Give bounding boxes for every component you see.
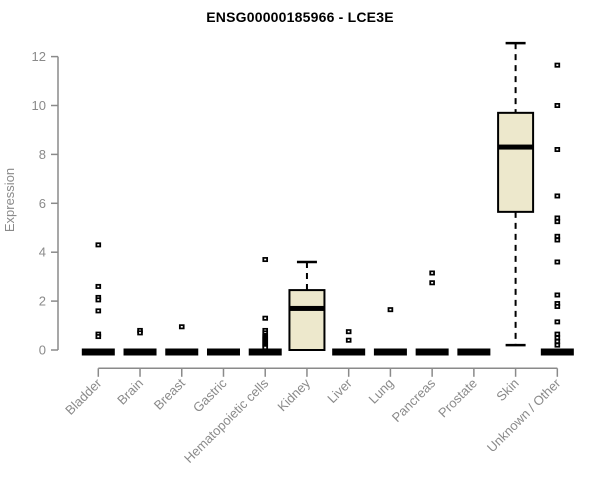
collapsed-box	[123, 348, 157, 356]
y-axis-title: Expression	[2, 168, 17, 232]
boxplot-kidney	[288, 260, 326, 352]
x-tick-label-liver: Liver	[324, 375, 355, 406]
y-tick-label: 12	[32, 49, 46, 64]
x-tick-label-skin: Skin	[493, 376, 521, 404]
median-line	[498, 144, 534, 150]
boxplot-unknown-other	[540, 62, 574, 356]
outlier-point	[345, 337, 352, 343]
collapsed-box	[332, 348, 366, 356]
boxplot-bladder	[81, 242, 115, 356]
boxplot-pancreas	[415, 270, 449, 356]
collapsed-box	[415, 348, 449, 356]
y-tick-label: 6	[39, 196, 46, 211]
outlier-point	[554, 338, 561, 344]
collapsed-box	[373, 348, 407, 356]
outlier-point	[554, 301, 561, 307]
collapsed-box	[81, 348, 115, 356]
x-tick-label-gastric: Gastric	[190, 375, 230, 415]
y-tick-label: 2	[39, 294, 46, 309]
outlier-point	[262, 315, 269, 321]
outlier-point	[554, 62, 561, 68]
outlier-point	[95, 308, 102, 314]
chart-title: ENSG00000185966 - LCE3E	[206, 9, 394, 25]
y-tick-label: 10	[32, 98, 46, 113]
outlier-point	[554, 331, 561, 337]
outlier-point	[387, 307, 394, 313]
boxplot-prostate	[457, 348, 491, 356]
x-tick-label-prostate: Prostate	[435, 376, 480, 421]
outlier-point	[554, 292, 561, 298]
outlier-point	[262, 257, 269, 263]
boxplot-breast	[165, 324, 199, 356]
y-tick-label: 8	[39, 147, 46, 162]
outlier-point	[554, 303, 561, 309]
iqr-box	[288, 289, 326, 352]
boxplot-hematopoietic-cells	[248, 257, 282, 356]
median-line	[289, 305, 325, 311]
outlier-point	[554, 219, 561, 225]
x-tick-label-brain: Brain	[114, 376, 146, 408]
y-axis: 0 2 4 6 8 10 12 Expression	[2, 49, 59, 358]
boxplot-brain	[123, 327, 157, 356]
outlier-point	[262, 345, 269, 351]
x-tick-label-kidney: Kidney	[274, 375, 313, 414]
outlier-point	[554, 237, 561, 243]
x-tick-label-lung: Lung	[365, 376, 396, 407]
outlier-point	[554, 147, 561, 153]
outlier-point	[178, 324, 185, 330]
outlier-point	[554, 319, 561, 325]
outlier-point	[554, 342, 561, 348]
outlier-point	[554, 103, 561, 108]
boxplot-skin	[497, 41, 535, 347]
collapsed-box	[165, 348, 199, 356]
outlier-point	[429, 280, 435, 286]
y-tick-label: 0	[39, 343, 46, 358]
collapsed-box	[206, 348, 240, 356]
iqr-box	[497, 111, 535, 213]
outlier-point	[95, 297, 102, 303]
outlier-point	[95, 334, 102, 340]
boxplot-lung	[373, 307, 407, 356]
x-tick-label-unknown-other: Unknown / Other	[484, 375, 564, 455]
boxplot-liver	[332, 329, 366, 356]
outlier-point	[554, 259, 561, 265]
outlier-point	[95, 283, 102, 289]
outlier-point	[554, 193, 561, 199]
y-tick-label: 4	[39, 245, 46, 260]
x-tick-label-bladder: Bladder	[62, 375, 105, 418]
boxplot-gastric	[206, 348, 240, 356]
outlier-point	[429, 270, 435, 276]
collapsed-box	[540, 348, 574, 356]
outlier-point	[345, 329, 352, 335]
x-tick-label-breast: Breast	[151, 375, 188, 412]
collapsed-box	[457, 348, 491, 356]
collapsed-box	[248, 348, 282, 356]
outlier-point	[554, 233, 561, 239]
outlier-point	[554, 215, 561, 221]
outlier-point	[554, 335, 561, 341]
outlier-point	[95, 242, 102, 248]
outlier-point	[137, 330, 143, 336]
x-tick-label-pancreas: Pancreas	[389, 375, 439, 425]
